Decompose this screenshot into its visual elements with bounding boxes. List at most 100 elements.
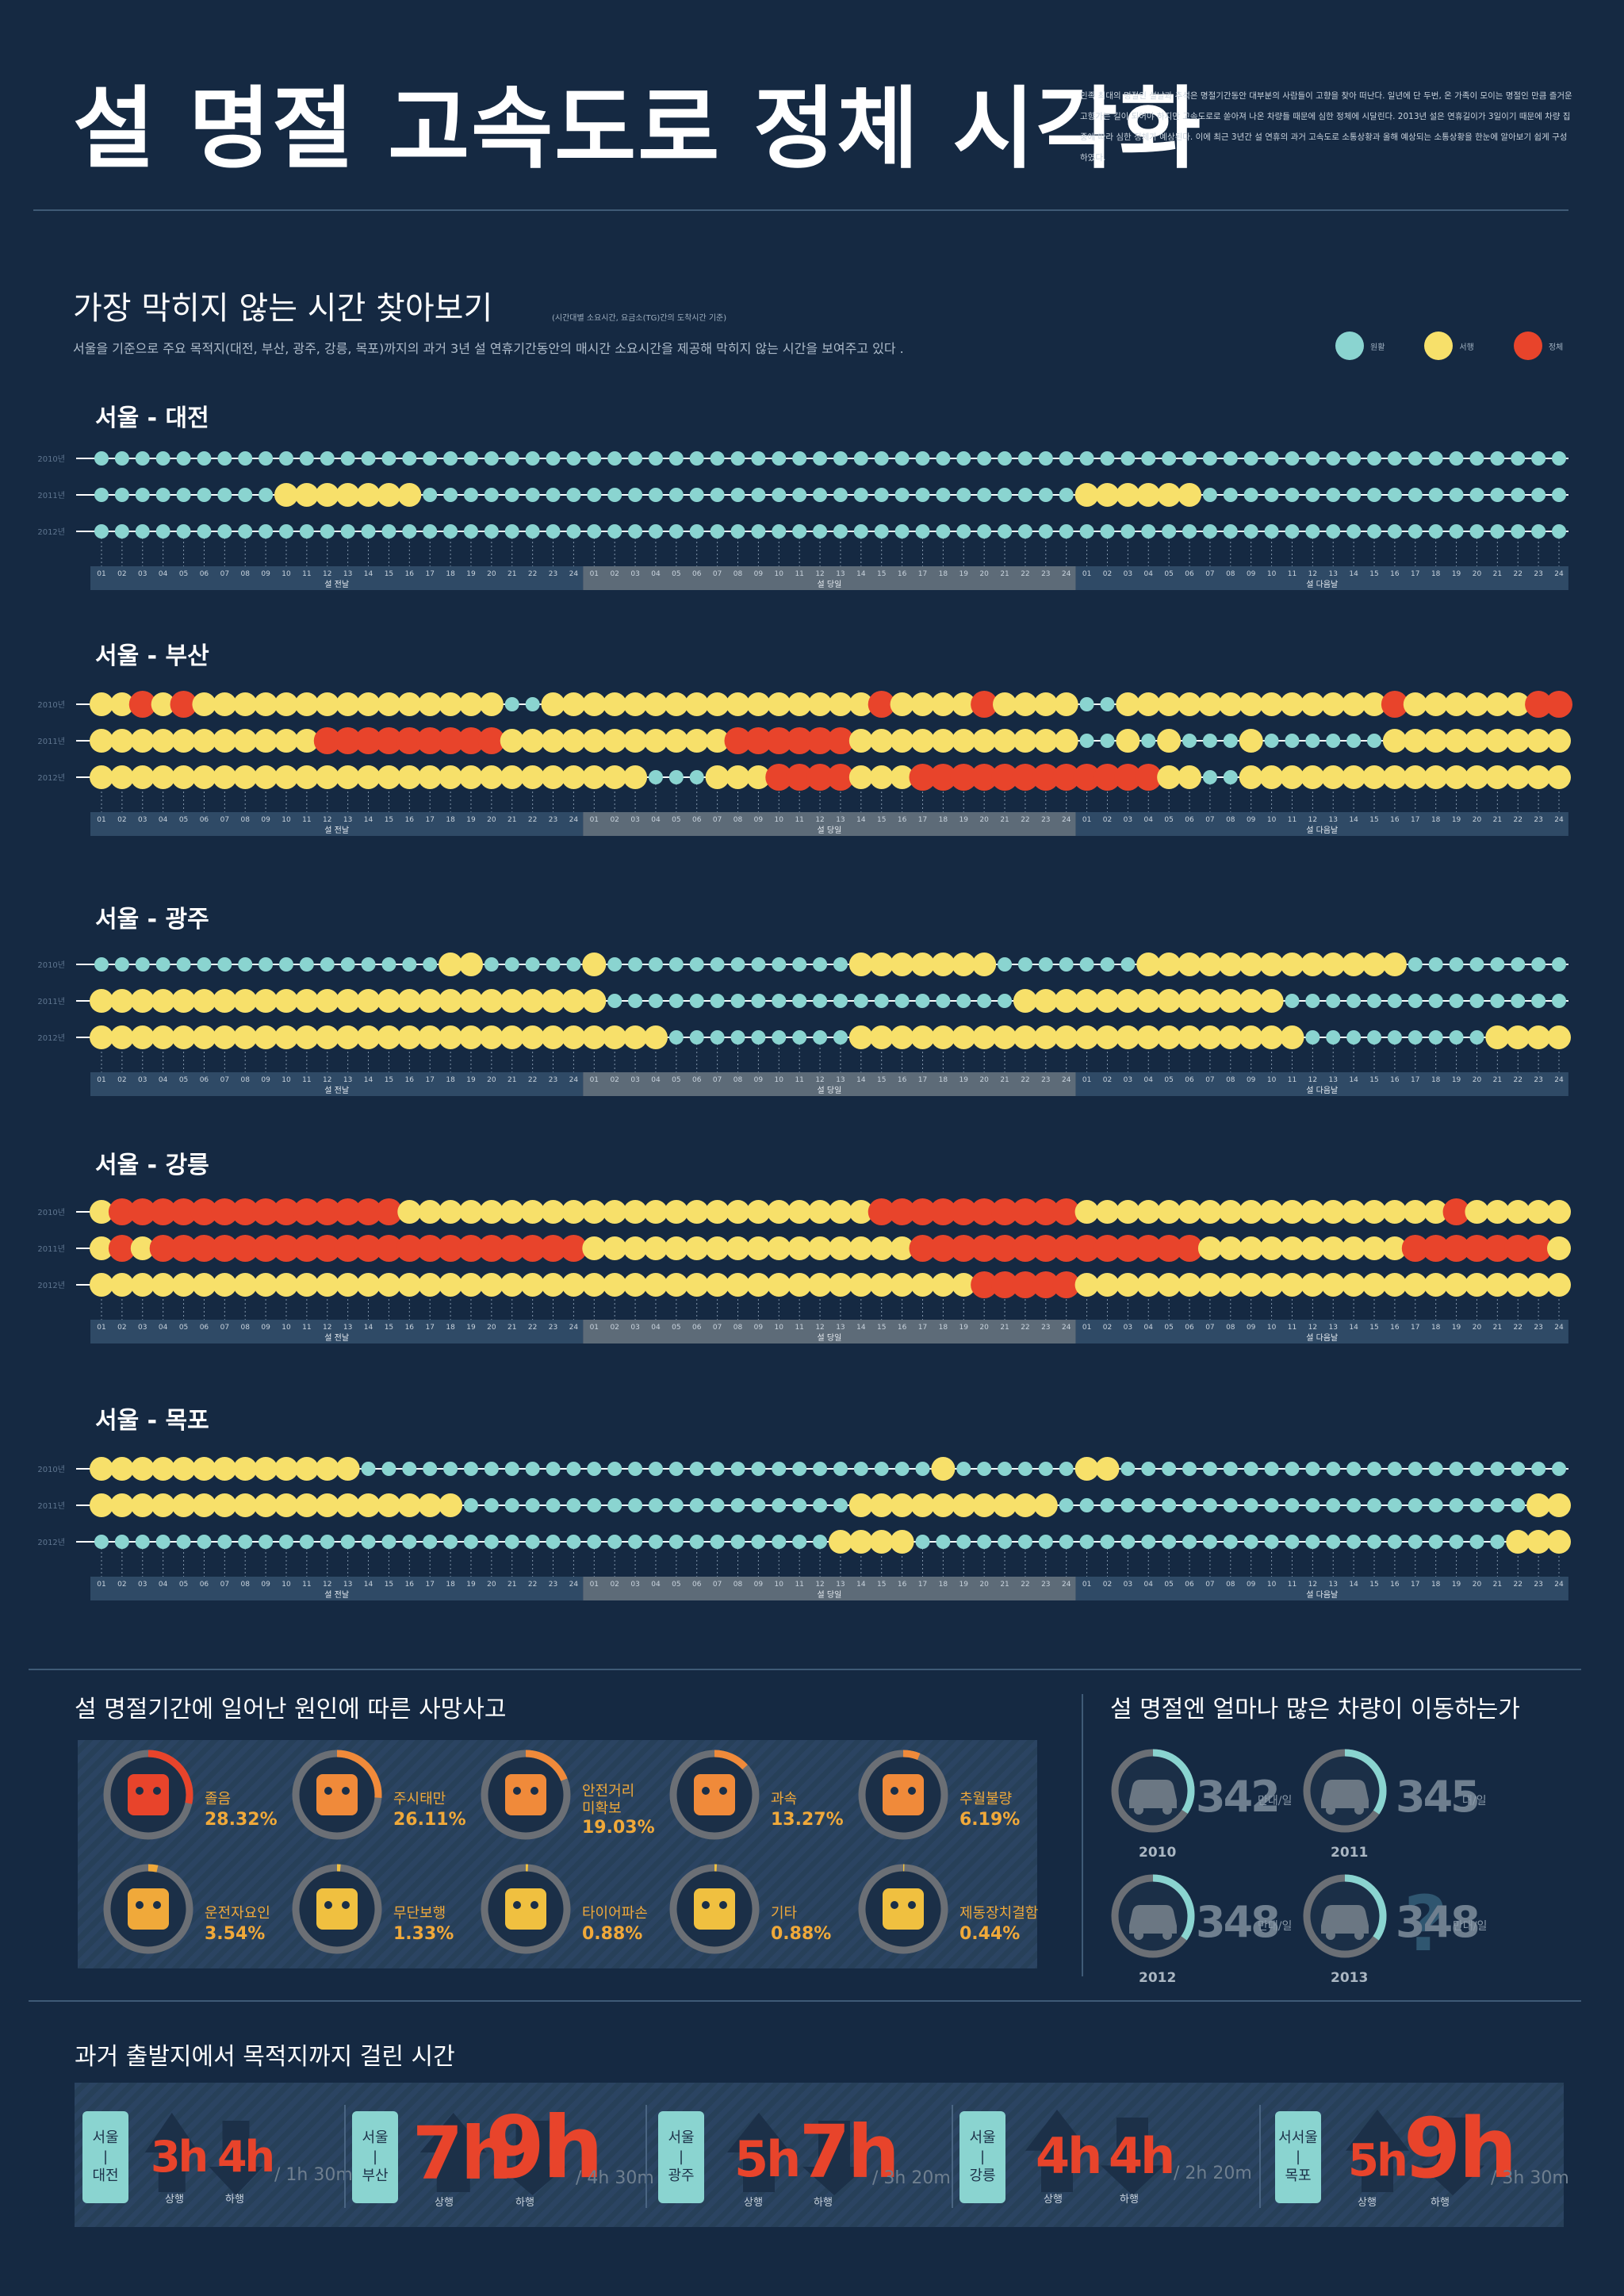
data-point [956, 994, 971, 1008]
data-point [1202, 1462, 1217, 1476]
day-band [583, 566, 1076, 590]
hour-tick-label: 08 [1226, 570, 1235, 578]
data-point [1552, 488, 1566, 502]
data-point [582, 989, 607, 1013]
accident-ring [481, 1750, 571, 1840]
hour-tick-label: 08 [1226, 1076, 1235, 1084]
data-point [582, 1273, 607, 1297]
data-point [1526, 1200, 1551, 1224]
data-point [603, 729, 627, 753]
data-point [171, 765, 196, 789]
data-point [213, 1273, 237, 1297]
accident-label: 무단보행 [393, 1905, 446, 1922]
data-point [1552, 957, 1566, 972]
data-point [361, 1462, 376, 1476]
data-point [1280, 1200, 1304, 1224]
data-point [334, 1235, 362, 1262]
data-point [217, 1535, 232, 1549]
data-point [1239, 953, 1263, 976]
data-point [1428, 524, 1443, 539]
travel-down-time: 9h [485, 2099, 603, 2198]
travel-route-busan: 서울 | 부산 7h 9h 상행 하행 / 4h 30m [352, 2083, 654, 2227]
hour-tick-label: 19 [959, 570, 969, 578]
hour-tick-label: 16 [1390, 1324, 1400, 1332]
hour-tick-label: 24 [1554, 570, 1564, 578]
day-label: 설 당일 [818, 580, 842, 589]
data-point [1485, 1273, 1510, 1297]
data-point [1114, 1235, 1142, 1262]
year-label: 2012년 [37, 1033, 65, 1043]
hour-tick-label: 24 [1062, 1324, 1071, 1332]
data-point [668, 994, 684, 1008]
data-point [910, 1273, 935, 1297]
data-point [664, 729, 688, 753]
data-point [730, 1462, 745, 1476]
vehicle-unit: 만대/일 [1258, 1795, 1293, 1807]
hour-tick-label: 19 [466, 570, 476, 578]
data-point [623, 1025, 648, 1049]
place-sep: | [1295, 2148, 1301, 2165]
data-point [335, 692, 360, 716]
data-point [792, 957, 807, 972]
data-point [1243, 1498, 1258, 1512]
sleep-icon-detail [153, 1787, 161, 1795]
hour-tick-label: 06 [1185, 570, 1194, 578]
data-point [1264, 451, 1279, 466]
hour-tick-label: 03 [1124, 1076, 1132, 1084]
data-point [1182, 734, 1197, 748]
data-point [520, 1273, 545, 1297]
data-point [1038, 1462, 1053, 1476]
data-point [890, 1025, 914, 1049]
data-point [396, 1235, 423, 1262]
hour-tick-label: 03 [138, 1324, 147, 1332]
year-label: 2011년 [37, 1244, 65, 1254]
data-point [1218, 989, 1243, 1013]
data-point [1444, 729, 1469, 753]
hour-tick-label: 02 [117, 570, 126, 578]
data-point [1223, 488, 1238, 502]
data-point [439, 1200, 463, 1224]
data-point [853, 1462, 868, 1476]
data-point [213, 729, 237, 753]
data-point [109, 692, 134, 716]
data-point [90, 1493, 113, 1517]
data-point [1239, 1025, 1263, 1049]
hour-tick-label: 19 [1452, 1581, 1461, 1589]
data-point [936, 488, 951, 502]
data-point [356, 1493, 381, 1517]
data-point [484, 1535, 499, 1549]
data-point [623, 1200, 648, 1224]
data-point [1120, 1535, 1136, 1549]
hour-tick-label: 09 [754, 1076, 764, 1084]
data-point [998, 994, 1013, 1008]
data-point [977, 1462, 992, 1476]
hour-tick-label: 19 [959, 1324, 969, 1332]
data-point [443, 1462, 458, 1476]
data-point [607, 451, 622, 466]
sleep-icon-detail [136, 1787, 144, 1795]
data-point [813, 994, 828, 1008]
data-point [1162, 451, 1177, 466]
data-point [1485, 1200, 1510, 1224]
hour-tick-label: 11 [302, 1076, 311, 1084]
hour-tick-label: 09 [754, 1581, 764, 1589]
hour-tick-label: 14 [1349, 816, 1358, 824]
data-point [977, 524, 992, 539]
hour-tick-label: 04 [159, 816, 168, 824]
data-point [1506, 1025, 1530, 1049]
data-point [1531, 994, 1546, 1008]
hour-tick-label: 01 [590, 1324, 599, 1332]
data-point [1157, 989, 1182, 1013]
data-point [1305, 1498, 1320, 1512]
hour-tick-label: 16 [1390, 570, 1400, 578]
data-point [1017, 451, 1032, 466]
data-point [977, 1535, 992, 1549]
data-point [1449, 451, 1464, 466]
data-point [1059, 1535, 1074, 1549]
hour-tick-label: 18 [1431, 1076, 1441, 1084]
hour-tick-label: 24 [1062, 570, 1071, 578]
data-point [1157, 765, 1182, 789]
data-point [1428, 994, 1443, 1008]
data-point [293, 1235, 320, 1262]
data-point [587, 1535, 602, 1549]
